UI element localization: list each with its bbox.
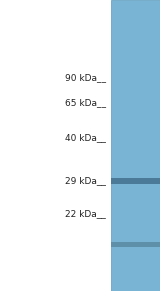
Bar	[111, 242, 160, 246]
Bar	[111, 0, 160, 291]
Text: 90 kDa__: 90 kDa__	[65, 74, 106, 83]
Text: 29 kDa__: 29 kDa__	[65, 177, 106, 185]
Text: 22 kDa__: 22 kDa__	[65, 210, 106, 219]
Text: 65 kDa__: 65 kDa__	[65, 98, 106, 107]
Bar	[111, 178, 160, 184]
Text: 40 kDa__: 40 kDa__	[65, 134, 106, 143]
